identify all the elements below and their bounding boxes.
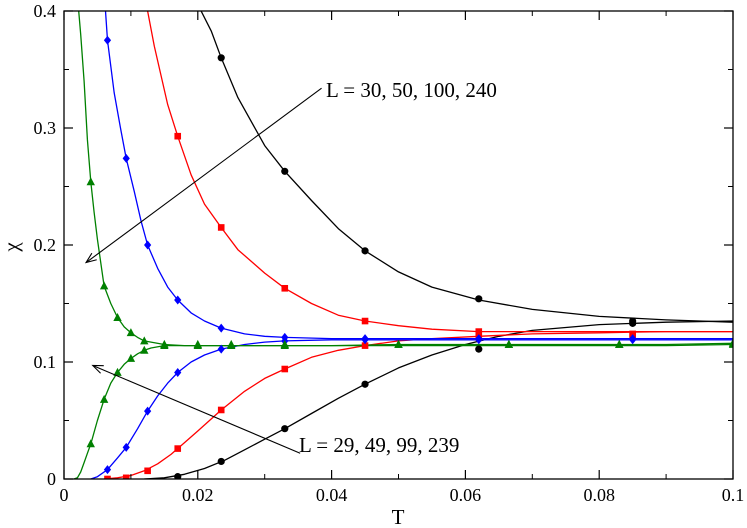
fit-curve-square-upper [146,11,733,333]
fit-curve-triangle-lower [73,342,733,479]
annotation-arrow-line [92,365,301,454]
fit-curve-triangle-upper [78,11,733,347]
data-point-triangle [86,177,95,186]
y-tick-label: 0.4 [34,1,57,21]
data-point-diamond [174,368,182,378]
data-point-triangle [140,336,149,345]
data-point-triangle [615,339,624,348]
data-point-square [281,365,289,373]
data-point-diamond [217,344,225,354]
data-point-circle [629,319,637,327]
data-point-triangle [504,339,514,348]
data-point-diamond [122,442,130,452]
data-point-circle [475,295,483,303]
data-point-diamond [217,323,225,333]
data-point-triangle [193,341,202,350]
data-point-diamond [174,295,182,305]
data-point-diamond [103,35,112,45]
data-point-triangle [394,339,403,348]
data-point-circle [361,247,369,255]
data-point-square [361,342,369,349]
y-axis-title: χ [0,242,23,253]
data-point-circle [174,473,182,479]
data-point-diamond [144,406,152,416]
data-point-square [361,317,369,325]
data-point-square [475,328,483,335]
data-point-triangle [126,328,136,337]
data-point-circle [281,167,289,175]
data-point-diamond [103,465,112,475]
data-point-circle [361,380,369,388]
data-point-diamond [122,153,130,163]
data-point-triangle [140,345,149,354]
x-axis: 0 0.02 0.04 0.06 0.08 0.1 [60,11,745,505]
data-point-diamond [629,335,637,345]
y-tick-label: 0 [47,469,56,489]
x-tick-label: 0.04 [316,485,348,505]
fit-curves [73,11,733,479]
data-point-diamond [361,335,369,345]
data-point-diamond [144,240,152,250]
fit-curve-circle-lower [144,320,733,479]
data-point-square [217,224,225,231]
annotation-arrow-head [91,364,104,374]
data-point-triangle [113,367,122,376]
data-point-square [174,445,182,452]
annotation-arrow-line [85,87,322,263]
y-axis: 0 0.1 0.2 0.3 0.4 [34,1,733,489]
y-tick-label: 0.3 [34,118,57,138]
fit-curve-square-lower [104,330,733,479]
data-point-diamond [475,335,483,345]
data-point-square [122,474,130,479]
x-tick-label: 0.02 [182,485,214,505]
data-point-square [174,132,182,140]
data-point-circle [217,54,225,62]
x-axis-title: T [392,505,405,528]
fit-curve-circle-upper [200,11,733,323]
data-point-square [144,467,151,475]
data-point-triangle [86,439,95,448]
data-point-triangle [227,341,236,350]
fit-curve-diamond-lower [90,339,733,479]
data-point-triangle [160,341,169,350]
data-point-triangle [113,312,122,321]
data-point-square [104,475,111,479]
x-tick-label: 0 [60,485,69,505]
x-tick-label: 0.06 [450,485,482,505]
annotations: L = 30, 50, 100, 240 L = 29, 49, 99, 239 [84,78,497,457]
data-markers [86,35,733,479]
data-point-circle [475,345,483,353]
x-tick-label: 0.08 [583,485,615,505]
data-point-circle [217,457,225,466]
data-point-triangle [99,394,109,403]
data-point-triangle [280,341,289,350]
y-tick-label: 0.2 [34,235,57,255]
data-point-triangle [728,338,733,347]
annotation-label: L = 29, 49, 99, 239 [299,433,459,457]
y-tick-label: 0.1 [34,352,57,372]
annotation-arrow-head [84,252,97,264]
x-tick-label: 0.1 [722,485,745,505]
data-point-square [281,284,289,292]
data-point-circle [281,425,289,433]
fit-curve-diamond-upper [104,11,733,340]
data-point-square [217,406,225,414]
data-point-triangle [126,353,136,362]
annotation-label: L = 30, 50, 100, 240 [326,78,497,102]
data-point-triangle [99,281,109,290]
